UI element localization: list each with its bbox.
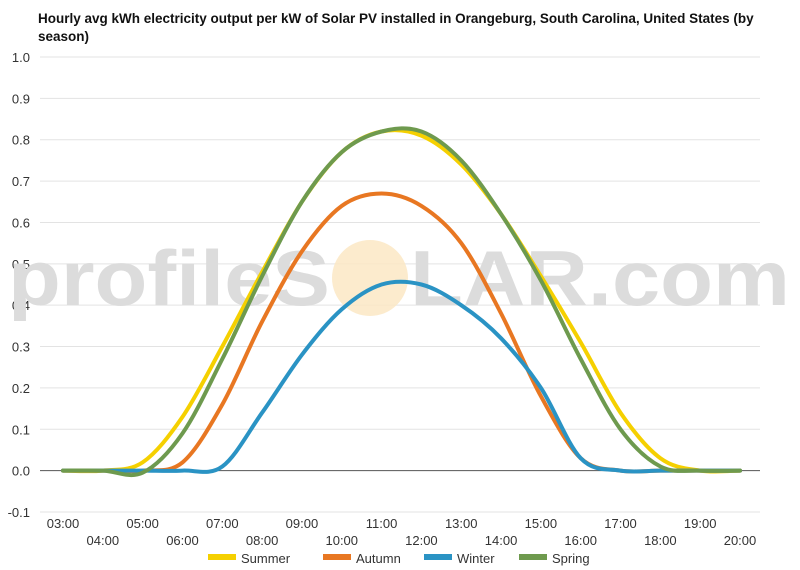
- x-tick-label: 12:00: [405, 533, 438, 548]
- x-tick-label: 06:00: [166, 533, 199, 548]
- x-tick-label: 19:00: [684, 516, 717, 531]
- series-line-spring: [61, 126, 742, 478]
- legend-swatch-spring: [519, 554, 547, 560]
- legend-label-autumn: Autumn: [356, 551, 401, 566]
- x-tick-label: 14:00: [485, 533, 518, 548]
- x-tick-label: 15:00: [525, 516, 558, 531]
- x-tick-label: 09:00: [286, 516, 319, 531]
- x-tick-label: 08:00: [246, 533, 279, 548]
- y-tick-label: 0.8: [12, 133, 30, 148]
- x-tick-label: 17:00: [604, 516, 637, 531]
- legend-label-winter: Winter: [457, 551, 495, 566]
- legend-swatch-autumn: [323, 554, 351, 560]
- series-line-winter: [61, 279, 742, 474]
- x-tick-label: 03:00: [47, 516, 80, 531]
- x-tick-label: 10:00: [325, 533, 358, 548]
- x-tick-label: 04:00: [87, 533, 120, 548]
- y-tick-label: 0.6: [12, 215, 30, 230]
- y-tick-label: 0.5: [12, 257, 30, 272]
- y-tick-label: 0.4: [12, 298, 30, 313]
- chart-title: Hourly avg kWh electricity output per kW…: [38, 11, 754, 44]
- x-tick-label: 20:00: [724, 533, 757, 548]
- legend-swatch-winter: [424, 554, 452, 560]
- x-tick-label: 18:00: [644, 533, 677, 548]
- y-tick-label: 0.9: [12, 91, 30, 106]
- y-tick-label: 1.0: [12, 50, 30, 65]
- y-tick-label: 0.0: [12, 464, 30, 479]
- x-tick-label: 11:00: [366, 516, 398, 531]
- y-tick-label: 0.7: [12, 174, 30, 189]
- x-tick-label: 07:00: [206, 516, 239, 531]
- y-tick-label: 0.2: [12, 381, 30, 396]
- x-tick-label: 16:00: [564, 533, 597, 548]
- legend-label-summer: Summer: [241, 551, 291, 566]
- legend-swatch-summer: [208, 554, 236, 560]
- x-tick-label: 05:00: [126, 516, 159, 531]
- y-tick-label: 0.3: [12, 340, 30, 355]
- y-tick-label: 0.1: [12, 422, 30, 437]
- y-tick-label: -0.1: [8, 505, 30, 520]
- watermark-right: LAR.com: [410, 234, 790, 322]
- watermark-left: profileS: [8, 234, 330, 322]
- x-tick-label: 13:00: [445, 516, 478, 531]
- watermark-sun-icon: [332, 240, 408, 316]
- legend-label-spring: Spring: [552, 551, 590, 566]
